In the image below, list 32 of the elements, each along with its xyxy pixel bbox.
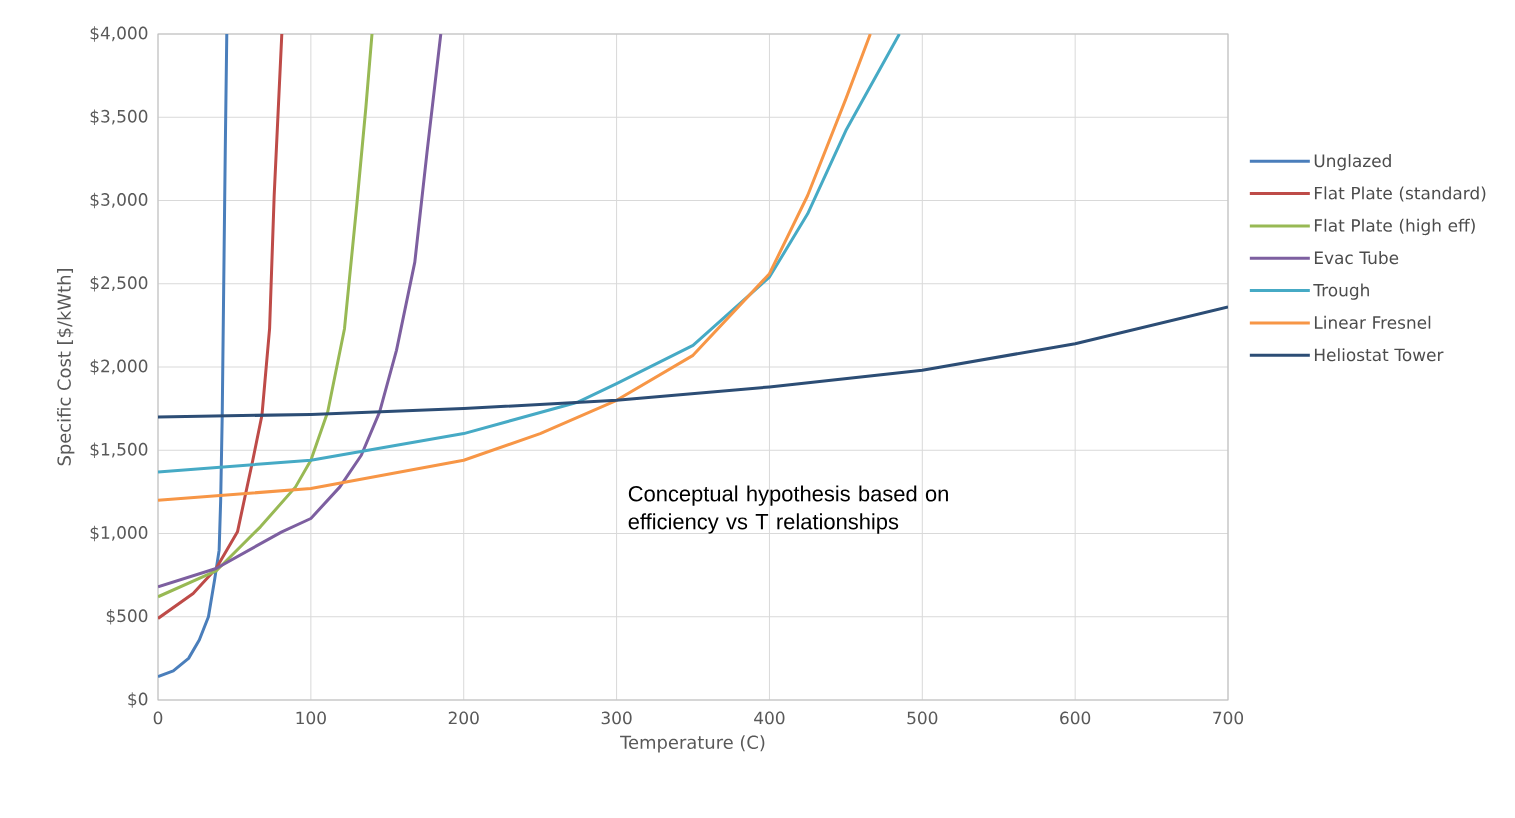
x-tick-label: 200	[448, 711, 479, 725]
y-tick-label: $0	[128, 692, 148, 708]
x-tick-label: 600	[1060, 711, 1091, 725]
y-tick-label: $500	[106, 609, 148, 625]
x-tick-label: 100	[296, 711, 326, 725]
legend-label: Flat Plate (high eff)	[1314, 218, 1475, 236]
legend-label: Unglazed	[1314, 154, 1391, 171]
x-tick-label: 500	[907, 711, 938, 725]
annotation: Conceptual hypothesis based on efficiency vs T relationships	[628, 485, 948, 534]
line-series	[158, 305, 1229, 419]
legend-label: Heliostat Tower	[1314, 348, 1444, 362]
y-tick-label: $3,500	[90, 109, 148, 125]
y-tick-label: $3,000	[90, 192, 148, 209]
line-series	[158, 33, 284, 620]
line-series	[158, 33, 374, 599]
x-tick-label: 700	[1213, 711, 1244, 725]
x-tick-label: 0	[153, 711, 163, 725]
y-tick-label: $2,500	[90, 276, 148, 292]
x-tick-label: 400	[754, 711, 785, 725]
y-tick-label: $4,000	[90, 26, 148, 42]
x-axis-title: Temperature (C)	[620, 735, 765, 753]
y-axis-title: Specific Cost [$/kWth]	[57, 269, 75, 466]
y-tick-label: $1,000	[90, 525, 148, 542]
x-tick-label: 300	[601, 711, 632, 725]
y-tick-label: $2,000	[90, 359, 148, 375]
legend-label: Linear Fresnel	[1314, 315, 1431, 329]
legend-label: Evac Tube	[1314, 251, 1399, 265]
legend-label: Trough	[1313, 283, 1369, 300]
line-series	[158, 33, 443, 589]
line-series	[158, 33, 229, 679]
y-tick-label: $1,500	[90, 442, 148, 458]
legend-label: Flat Plate (standard)	[1314, 186, 1486, 202]
